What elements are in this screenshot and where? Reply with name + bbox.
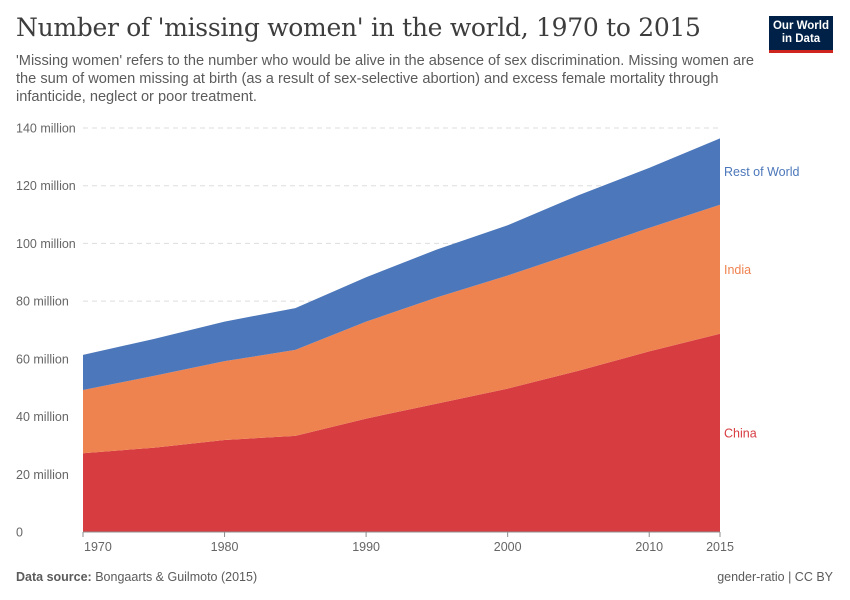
owid-logo[interactable]: Our World in Data [769,16,833,53]
data-source: Data source: Bongaarts & Guilmoto (2015) [16,570,257,584]
area-india [83,204,720,454]
series-label-rest-of-world: Rest of World [724,165,800,179]
logo-line-2: in Data [781,32,821,45]
logo-line-1: Our World [772,20,829,32]
x-tick-label: 2010 [635,540,663,554]
x-tick-label: 1990 [352,540,380,554]
series-label-china: China [724,426,757,440]
x-tick-label: 1970 [84,540,112,554]
area-china [83,333,720,532]
y-tick-label: 100 million [16,237,76,251]
area-series-group [83,138,720,532]
license-text[interactable]: gender-ratio | CC BY [717,570,833,584]
y-tick-label: 40 million [16,410,69,424]
chart-subtitle: 'Missing women' refers to the number who… [16,53,755,105]
x-tick-label: 1980 [211,540,239,554]
x-tick-label: 2000 [494,540,522,554]
series-label-india: India [724,263,751,277]
y-tick-label: 0 [16,526,23,540]
y-tick-label: 120 million [16,179,76,193]
x-tick-label: 2015 [706,540,734,554]
series-labels: China India Rest of World [724,165,800,440]
y-tick-label: 60 million [16,352,69,366]
chart-title: Number of 'missing women' in the world, … [16,13,701,42]
y-tick-label: 140 million [16,122,76,136]
axes: 0 20 million 40 million 60 million 80 millio… [16,122,734,555]
data-source-text[interactable]: Bongaarts & Guilmoto (2015) [95,570,258,584]
data-source-label: Data source: [16,570,92,584]
area-rest-of-world [83,138,720,391]
y-tick-label: 20 million [16,468,69,482]
y-tick-label: 80 million [16,295,69,309]
